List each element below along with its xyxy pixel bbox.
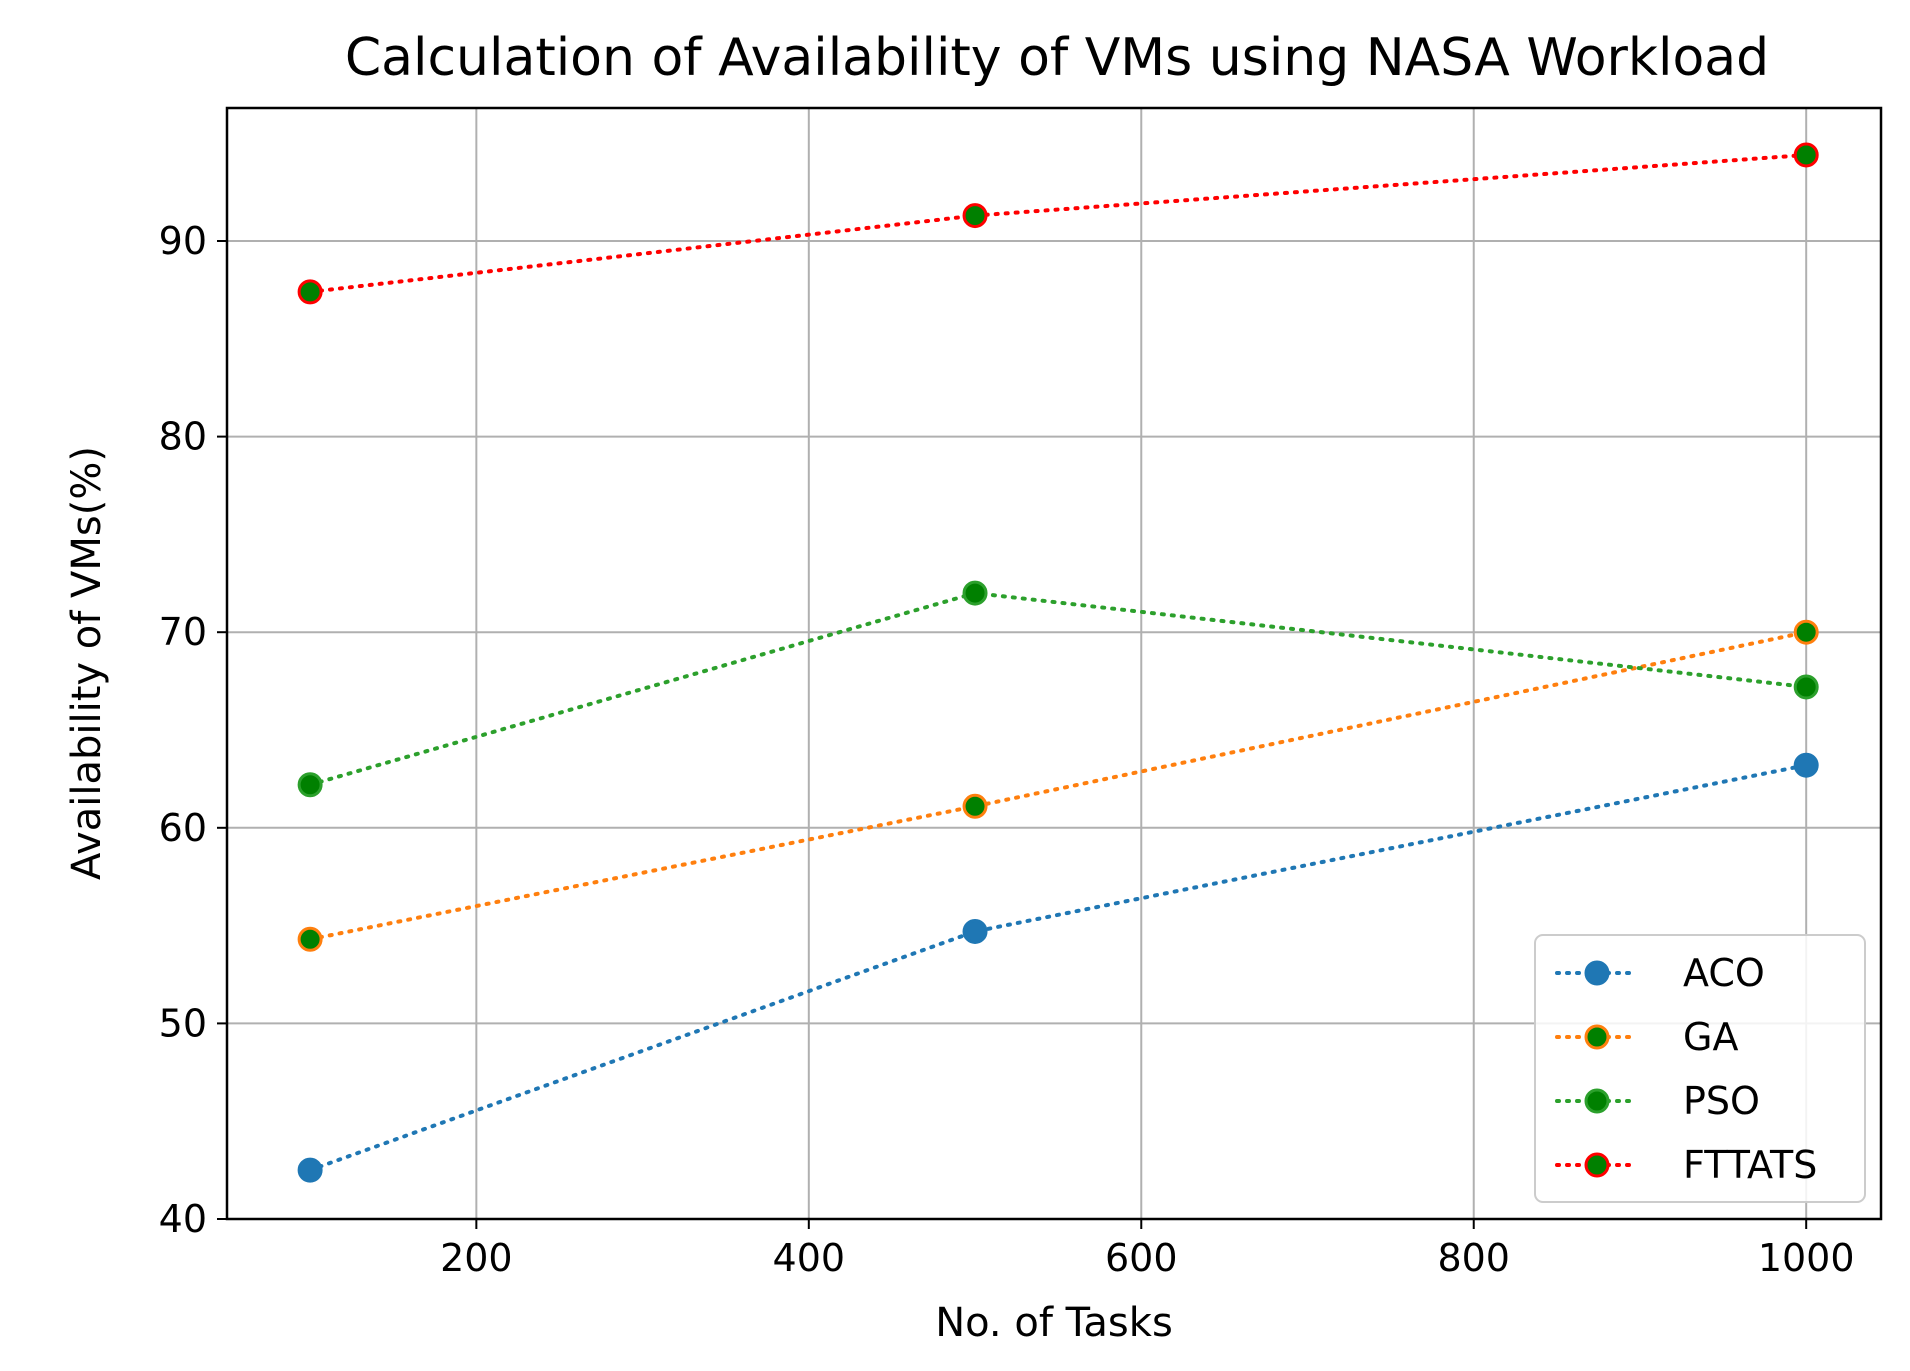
legend: ACO GA PSO FTTATS [1534,934,1866,1203]
fttats-data-point [297,279,323,305]
y-tick-label: 90 [159,219,207,263]
legend-fttats-marker [1584,1152,1610,1178]
chart-title: Calculation of Availability of VMs using… [345,28,1769,88]
legend-aco-marker [1584,960,1610,986]
x-axis-label: No. of Tasks [935,1300,1173,1346]
y-axis-label: Availability of VMs(%) [64,446,110,880]
pso-data-point [1793,674,1819,700]
legend-ga-marker [1584,1024,1610,1050]
x-tick-label: 800 [1437,1236,1510,1280]
ga-data-point [297,926,323,952]
x-tick-label: 600 [1105,1236,1178,1280]
grid [227,108,1881,1220]
x-tick-label: 400 [773,1236,846,1280]
fttats-data-point [1793,142,1819,168]
legend-pso-marker [1584,1088,1610,1114]
y-tick-label: 80 [159,415,207,459]
legend-pso-label: PSO [1683,1079,1760,1123]
fttats-data-point [962,203,988,229]
aco-series-line [308,763,1809,1173]
x-tick-label: 1000 [1758,1236,1855,1280]
plot-frame [225,106,1883,1221]
pso-data-point [297,772,323,798]
series-layer [297,142,1819,1183]
legend-aco-label: ACO [1683,951,1765,995]
ga-data-point [1793,619,1819,645]
legend-fttats-label: FTTATS [1683,1143,1817,1187]
aco-data-point [297,1157,323,1183]
y-tick-label: 70 [159,610,207,654]
y-tick-label: 50 [159,1001,207,1045]
x-tick-label: 200 [440,1236,513,1280]
y-tick-label: 40 [159,1197,207,1241]
ga-data-point [962,793,988,819]
y-tick-label: 60 [159,806,207,850]
aco-data-point [962,918,988,944]
pso-data-point [962,580,988,606]
legend-box [1534,934,1866,1203]
ticks: 200 400 600 800 1000 40 50 60 70 80 90 [159,219,1855,1280]
aco-data-point [1793,752,1819,778]
legend-ga-label: GA [1683,1015,1738,1059]
